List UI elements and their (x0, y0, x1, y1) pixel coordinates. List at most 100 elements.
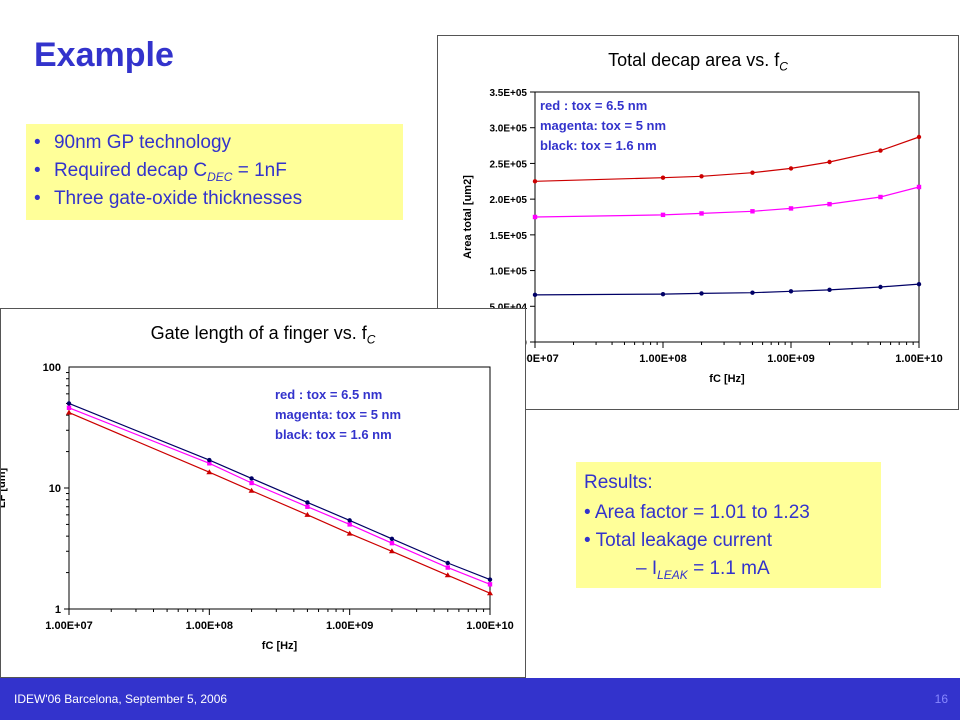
bullet-text-2: Required decap C (53, 160, 208, 181)
data-point (66, 401, 72, 406)
results-title: Results: (584, 472, 653, 493)
y-axis-label: LF [um] (1, 468, 8, 509)
bullet-line-2: • Required decap CDEC = 1nF (34, 160, 287, 184)
legend-red: red : tox = 6.5 nm (540, 98, 648, 113)
data-point (487, 577, 493, 582)
data-point (389, 540, 395, 546)
bullet-glyph: • (584, 530, 591, 551)
x-tick-label: 1.00E+10 (466, 620, 513, 632)
series-line (68, 407, 491, 585)
x-tick-label: 1.00E+10 (895, 353, 942, 365)
footer-text: IDEW'06 Barcelona, September 5, 2006 (14, 692, 228, 706)
data-point (249, 476, 254, 481)
data-point (445, 565, 450, 570)
x-axis-label: fC [Hz] (709, 373, 745, 385)
bullet-line-3: • Three gate-oxide thicknesses (34, 188, 302, 210)
data-point (66, 405, 72, 411)
data-point (249, 480, 254, 486)
data-point (660, 291, 666, 297)
legend-red: red : tox = 6.5 nm (275, 387, 383, 402)
data-point (750, 290, 755, 295)
data-point (347, 518, 352, 523)
data-point (346, 530, 353, 536)
bullet-text-1: 90nm GP technology (53, 132, 232, 153)
y-tick-label: 1.0E+05 (489, 267, 527, 278)
y-tick-label: 2.5E+05 (489, 159, 527, 170)
data-point (445, 560, 450, 566)
data-point (788, 166, 794, 171)
data-point (788, 206, 794, 211)
bullet-text-2-suffix: = 1nF (232, 160, 287, 181)
x-tick-label: 1.00E+08 (186, 620, 233, 632)
results-item-2: • Total leakage current (584, 530, 772, 552)
data-point (827, 201, 832, 207)
data-point (207, 461, 212, 466)
data-point (389, 536, 395, 542)
legend-magenta: magenta: tox = 5 nm (540, 118, 667, 133)
chart-area-title: Total decap area vs. fC (608, 50, 788, 74)
data-point (878, 284, 883, 290)
data-point (532, 292, 538, 298)
results-box: Results: • Area factor = 1.01 to 1.23 • … (576, 462, 881, 588)
data-point (206, 469, 213, 475)
series-line (534, 136, 920, 182)
y-tick-label: 10 (49, 483, 61, 495)
lf-chart: 1.00E+07 1.00E+08 1.00E+09 1.00E+10 1 10 100 fC… (1, 362, 514, 652)
x-tick-label: 1.00E+09 (326, 620, 373, 632)
chart-area-legend: red : tox = 6.5 nm magenta: tox = 5 nm b… (540, 96, 666, 156)
data-point (788, 289, 794, 294)
bullet-glyph: • (34, 132, 41, 153)
plot-area (534, 91, 920, 343)
y-tick-label: 5.0E+04 (489, 302, 527, 313)
x-tick-label: 1.00E+08 (639, 353, 686, 365)
data-point (532, 179, 538, 184)
data-point (827, 287, 832, 293)
legend-black: black: tox = 1.6 nm (540, 138, 657, 153)
bullet-subscript: DEC (207, 169, 233, 184)
page-number: 16 (934, 692, 948, 706)
data-point (487, 590, 493, 596)
data-point (304, 511, 311, 517)
data-point (699, 291, 704, 296)
data-point (750, 170, 755, 175)
bullet-glyph: • (34, 188, 41, 209)
data-point (388, 548, 395, 554)
data-point (916, 184, 922, 190)
bullet-line-1: • 90nm GP technology (34, 132, 231, 154)
chart-lf-panel: Gate length of a finger vs. fC 1.00E+07 1… (0, 308, 526, 678)
results-item-1: • Area factor = 1.01 to 1.23 (584, 502, 810, 524)
data-point (916, 281, 922, 287)
data-point (750, 209, 755, 214)
area-chart: 1.00E+071.00E+081.00E+091.00E+100.0E+005… (462, 88, 943, 385)
y-tick-label: 1.5E+05 (489, 231, 527, 242)
series-line (68, 412, 491, 594)
data-point (347, 522, 352, 527)
data-point (878, 194, 883, 200)
bullet-text-3: Three gate-oxide thicknesses (53, 188, 303, 209)
results-text-1: Area factor = 1.01 to 1.23 (594, 502, 810, 523)
data-point (699, 174, 704, 179)
data-point (444, 572, 451, 578)
plot-area (68, 366, 491, 610)
y-tick-label: 3.5E+05 (489, 88, 527, 99)
data-point (532, 214, 538, 220)
y-tick-label: 1 (55, 604, 61, 616)
series-line (68, 402, 491, 581)
chart-lf-legend: red : tox = 6.5 nm magenta: tox = 5 nm b… (275, 385, 401, 445)
data-point (207, 457, 212, 463)
legend-magenta: magenta: tox = 5 nm (275, 407, 402, 422)
data-point (660, 175, 666, 180)
bullet-glyph: • (34, 160, 41, 181)
y-tick-label: 3.0E+05 (489, 124, 527, 135)
series-line (534, 283, 920, 296)
results-text-2: Total leakage current (595, 530, 772, 551)
x-tick-label: 1.00E+09 (767, 353, 814, 365)
x-axis-label: fC [Hz] (262, 640, 298, 652)
y-tick-label: 2.0E+05 (489, 195, 527, 206)
bullet-glyph: • (584, 502, 591, 523)
data-point (916, 134, 922, 140)
series-line (534, 186, 920, 218)
data-point (248, 487, 255, 493)
data-point (305, 504, 310, 509)
data-point (305, 500, 310, 505)
